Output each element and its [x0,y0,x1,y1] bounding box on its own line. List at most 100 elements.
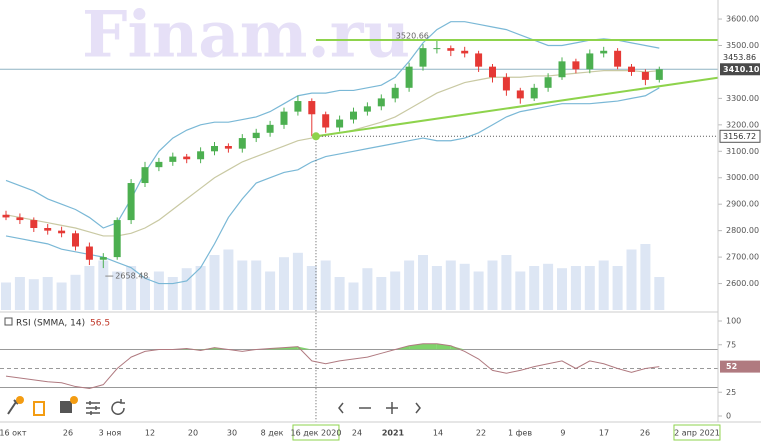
draw-tool[interactable] [7,399,19,415]
volume-bar [501,255,512,310]
y-tick-label: 75 [726,340,736,349]
volume-bar [473,271,484,310]
candle-body [419,48,427,67]
volume-bar [98,260,109,310]
scroll-left[interactable] [338,402,344,414]
volume-bar [56,282,67,310]
x-tick-label: 2 апр 2021 [674,429,720,438]
y-tick-label: 2800.00 [726,226,759,235]
volume-bar [223,249,234,310]
level-label: 3156.72 [723,132,756,141]
candle-body [252,132,260,139]
volume-bar [529,266,540,310]
y-tick-label: 3300.00 [726,94,759,103]
x-tick-label: 24 [352,429,362,438]
y-tick-label: 3200.00 [726,120,759,129]
candle-body [44,228,52,231]
rsi-overbought-fill [423,343,437,350]
candle-body [516,90,524,99]
volume-bar [598,260,609,310]
y-tick-label: 2600.00 [726,279,759,288]
candle-body [405,66,413,88]
x-tick-label: 14 [433,429,443,438]
anchor-point [311,132,320,141]
watermark: Finam.ru [82,0,410,73]
volume-bar [167,277,178,310]
x-tick-label: 20 [188,429,198,438]
band-line [5,70,660,237]
volume-bar [112,271,123,310]
rsi-value: 56.5 [90,319,110,329]
candle-body [377,98,385,107]
volume-bar [626,249,637,310]
candle-body [530,87,538,99]
candle-body [30,220,38,229]
candle-body [391,87,399,99]
candle-body [266,124,274,133]
badge [70,396,78,404]
candle-body [586,53,594,70]
zoom-in[interactable] [386,402,398,414]
candle-body [141,167,149,184]
volume-bar [140,277,150,310]
candle-body [600,50,608,54]
extreme-label: 3520.66 [396,32,429,41]
volume-bar [14,277,25,310]
candle-body [127,183,135,221]
volume-bar [70,274,81,310]
notes-tool[interactable] [33,401,45,416]
volume-bar [404,260,415,310]
candle-body [461,50,469,54]
y-tick-label: 3000.00 [726,173,759,182]
volume-bar [640,244,651,310]
volume-bar [390,271,401,310]
y-tick-label: 100 [726,317,741,326]
extreme-label: 2658.48 [115,272,148,281]
add-tool[interactable] [60,401,72,413]
x-tick-label: 3 ноя [99,429,122,438]
last-price-label: 3410.10 [723,65,760,74]
reset-tool[interactable] [111,399,125,415]
rsi-overbought-fill [297,346,312,350]
volume-bar [28,279,39,310]
x-tick-highlight [292,424,340,441]
toolbar[interactable] [7,396,421,416]
candle-body [322,114,330,128]
candle-body [85,246,93,260]
candle-body [641,71,649,80]
scroll-right[interactable] [415,402,421,414]
candle-body [614,50,622,67]
settings-tool[interactable] [86,401,100,415]
x-tick-label: 17 [599,429,609,438]
level-label: 3453.86 [723,53,756,62]
volume-bar [306,266,317,310]
x-tick-label: 30 [227,429,237,438]
x-tick-label: 26 [63,429,73,438]
x-tick-label: 16 окт [0,429,27,438]
layer: 2600.00 2700.00 2800.00 2900.00 3000.00 3100.… [0,15,761,441]
volume-bar [1,282,11,310]
x-tick-label: 1 фев [508,429,532,438]
candle-body [280,111,288,125]
volume-bar [292,252,303,310]
volume-bar [557,268,567,310]
volume-bar [459,263,470,310]
trendline [315,76,718,138]
volume-bar [376,277,387,310]
candle-body [294,101,302,112]
rsi-overbought-fill [409,343,423,350]
y-tick-label: 3500.00 [726,41,759,50]
candle-body [475,53,483,67]
candle-body [350,111,357,120]
x-tick-label: 12 [145,429,155,438]
volume-bar [237,260,248,310]
candle-body [558,61,566,78]
candle-body [16,217,24,221]
volume-bar [265,271,276,310]
volume-bar [126,266,137,310]
candle-body [655,69,663,80]
candle-body [363,106,371,112]
y-tick-label: 3100.00 [726,147,759,156]
candle-body [336,119,344,128]
volume-bar [348,282,359,310]
